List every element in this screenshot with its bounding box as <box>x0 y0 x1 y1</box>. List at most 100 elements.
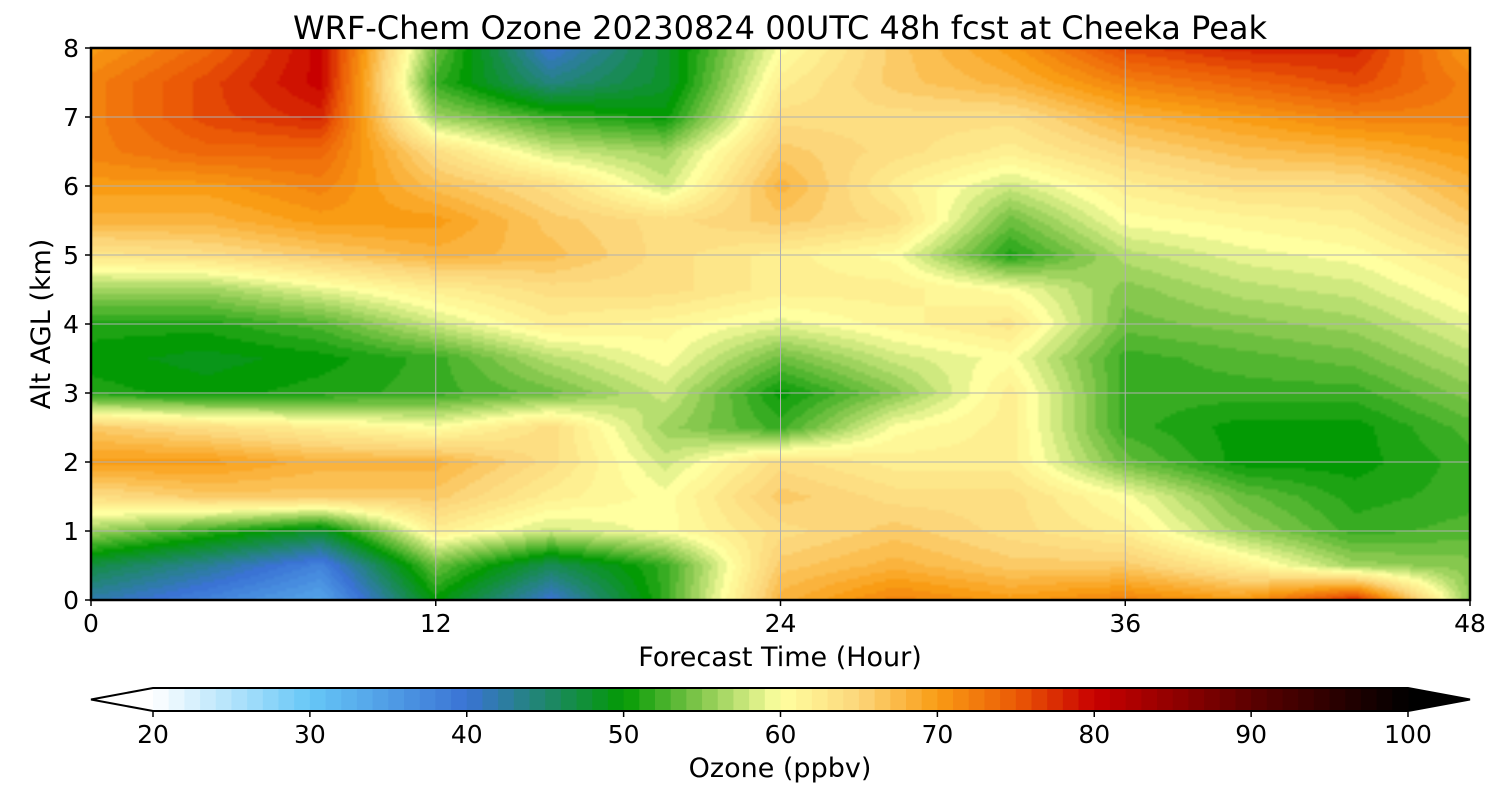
colorbar-segment <box>984 688 1001 711</box>
colorbar-segment <box>184 688 201 711</box>
colorbar-segment <box>780 688 797 711</box>
x-tick-label: 48 <box>1454 609 1486 638</box>
colorbar-segment <box>1282 688 1299 711</box>
colorbar-tick-label: 80 <box>1078 720 1110 749</box>
colorbar-segment <box>1047 688 1064 711</box>
colorbar-segment <box>1157 688 1174 711</box>
colorbar-segment <box>796 688 813 711</box>
colorbar-segment <box>827 688 844 711</box>
colorbar-segment <box>921 688 938 711</box>
colorbar-segment <box>1219 688 1237 711</box>
colorbar-segment <box>639 688 656 711</box>
colorbar-tick-label: 50 <box>608 720 640 749</box>
colorbar-segment <box>1376 688 1393 711</box>
y-tick-label: 5 <box>63 241 79 270</box>
colorbar-segment <box>153 688 170 711</box>
colorbar-segment <box>215 688 233 711</box>
colorbar-segment <box>702 688 719 711</box>
colorbar-segment <box>1078 688 1095 711</box>
y-tick-label: 2 <box>63 448 79 477</box>
y-axis-label: Alt AGL (km) <box>26 239 57 410</box>
x-axis-ticks: 0 12 24 36 48 <box>83 600 1486 638</box>
colorbar-ticks: 20 30 40 50 60 70 80 90 100 <box>137 711 1432 749</box>
colorbar-segment <box>466 688 484 711</box>
colorbar-segment <box>1360 688 1378 711</box>
colorbar-segment <box>968 688 986 711</box>
colorbar-segment <box>749 688 766 711</box>
colorbar-segment <box>309 688 327 711</box>
y-tick-label: 7 <box>63 103 79 132</box>
colorbar-segment <box>388 688 405 711</box>
colorbar-segment <box>451 688 468 711</box>
colorbar-low-extension <box>91 688 153 711</box>
plot-grid <box>91 48 1470 600</box>
colorbar-segment <box>717 688 735 711</box>
colorbar-tick-label: 40 <box>451 720 483 749</box>
colorbar-segment <box>356 688 374 711</box>
colorbar-segment <box>1251 688 1268 711</box>
colorbar-segment <box>890 688 907 711</box>
colorbar-segment <box>1125 688 1142 711</box>
colorbar-segment <box>498 688 515 711</box>
colorbar-segment <box>592 688 609 711</box>
colorbar-segment <box>1345 688 1362 711</box>
y-tick-label: 0 <box>63 586 79 615</box>
colorbar-segment <box>1313 688 1331 711</box>
colorbar-segment <box>1235 688 1252 711</box>
colorbar-segment <box>1172 688 1189 711</box>
colorbar-segment <box>843 688 860 711</box>
colorbar-segment <box>247 688 264 711</box>
colorbar-segment <box>686 688 703 711</box>
x-tick-label: 12 <box>420 609 452 638</box>
colorbar <box>90 687 1471 712</box>
colorbar-segment <box>937 688 954 711</box>
y-tick-label: 6 <box>63 172 79 201</box>
colorbar-segment <box>200 688 217 711</box>
colorbar-segment <box>1329 688 1346 711</box>
colorbar-segment <box>1141 688 1158 711</box>
x-tick-label: 36 <box>1109 609 1141 638</box>
y-axis-ticks: 0 1 2 3 4 5 6 7 8 <box>63 34 91 615</box>
colorbar-segment <box>278 688 295 711</box>
colorbar-segment <box>262 688 280 711</box>
colorbar-segment <box>325 688 342 711</box>
colorbar-label: Ozone (ppbv) <box>689 753 872 784</box>
colorbar-segment <box>953 688 970 711</box>
colorbar-segment <box>670 688 687 711</box>
colorbar-segment <box>906 688 923 711</box>
colorbar-segment <box>1188 688 1205 711</box>
colorbar-segment <box>231 688 248 711</box>
chart-title: WRF-Chem Ozone 20230824 00UTC 48h fcst a… <box>293 9 1268 47</box>
colorbar-segment <box>529 688 546 711</box>
colorbar-segment <box>1204 688 1221 711</box>
colorbar-tick-label: 100 <box>1384 720 1432 749</box>
y-tick-label: 1 <box>63 517 79 546</box>
x-tick-label: 0 <box>83 609 99 638</box>
colorbar-tick-label: 90 <box>1235 720 1267 749</box>
colorbar-segment <box>404 688 421 711</box>
colorbar-tick-label: 20 <box>137 720 169 749</box>
colorbar-segment <box>764 688 782 711</box>
colorbar-segment <box>1031 688 1048 711</box>
colorbar-segment <box>435 688 452 711</box>
colorbar-segment <box>607 688 625 711</box>
colorbar-segment <box>560 688 578 711</box>
colorbar-segment <box>513 688 531 711</box>
colorbar-segment <box>1015 688 1033 711</box>
colorbar-segment <box>545 688 562 711</box>
colorbar-segment <box>419 688 436 711</box>
colorbar-segment <box>623 688 640 711</box>
colorbar-segment <box>1062 688 1080 711</box>
colorbar-tick-label: 30 <box>294 720 326 749</box>
colorbar-segment <box>1094 688 1111 711</box>
colorbar-segment <box>576 688 593 711</box>
colorbar-segment <box>733 688 750 711</box>
colorbar-segment <box>655 688 672 711</box>
x-axis-label: Forecast Time (Hour) <box>638 642 922 673</box>
colorbar-segment <box>1392 688 1409 711</box>
colorbar-tick-label: 60 <box>765 720 797 749</box>
colorbar-segment <box>1266 688 1284 711</box>
colorbar-segment <box>874 688 891 711</box>
y-tick-label: 4 <box>63 310 79 339</box>
